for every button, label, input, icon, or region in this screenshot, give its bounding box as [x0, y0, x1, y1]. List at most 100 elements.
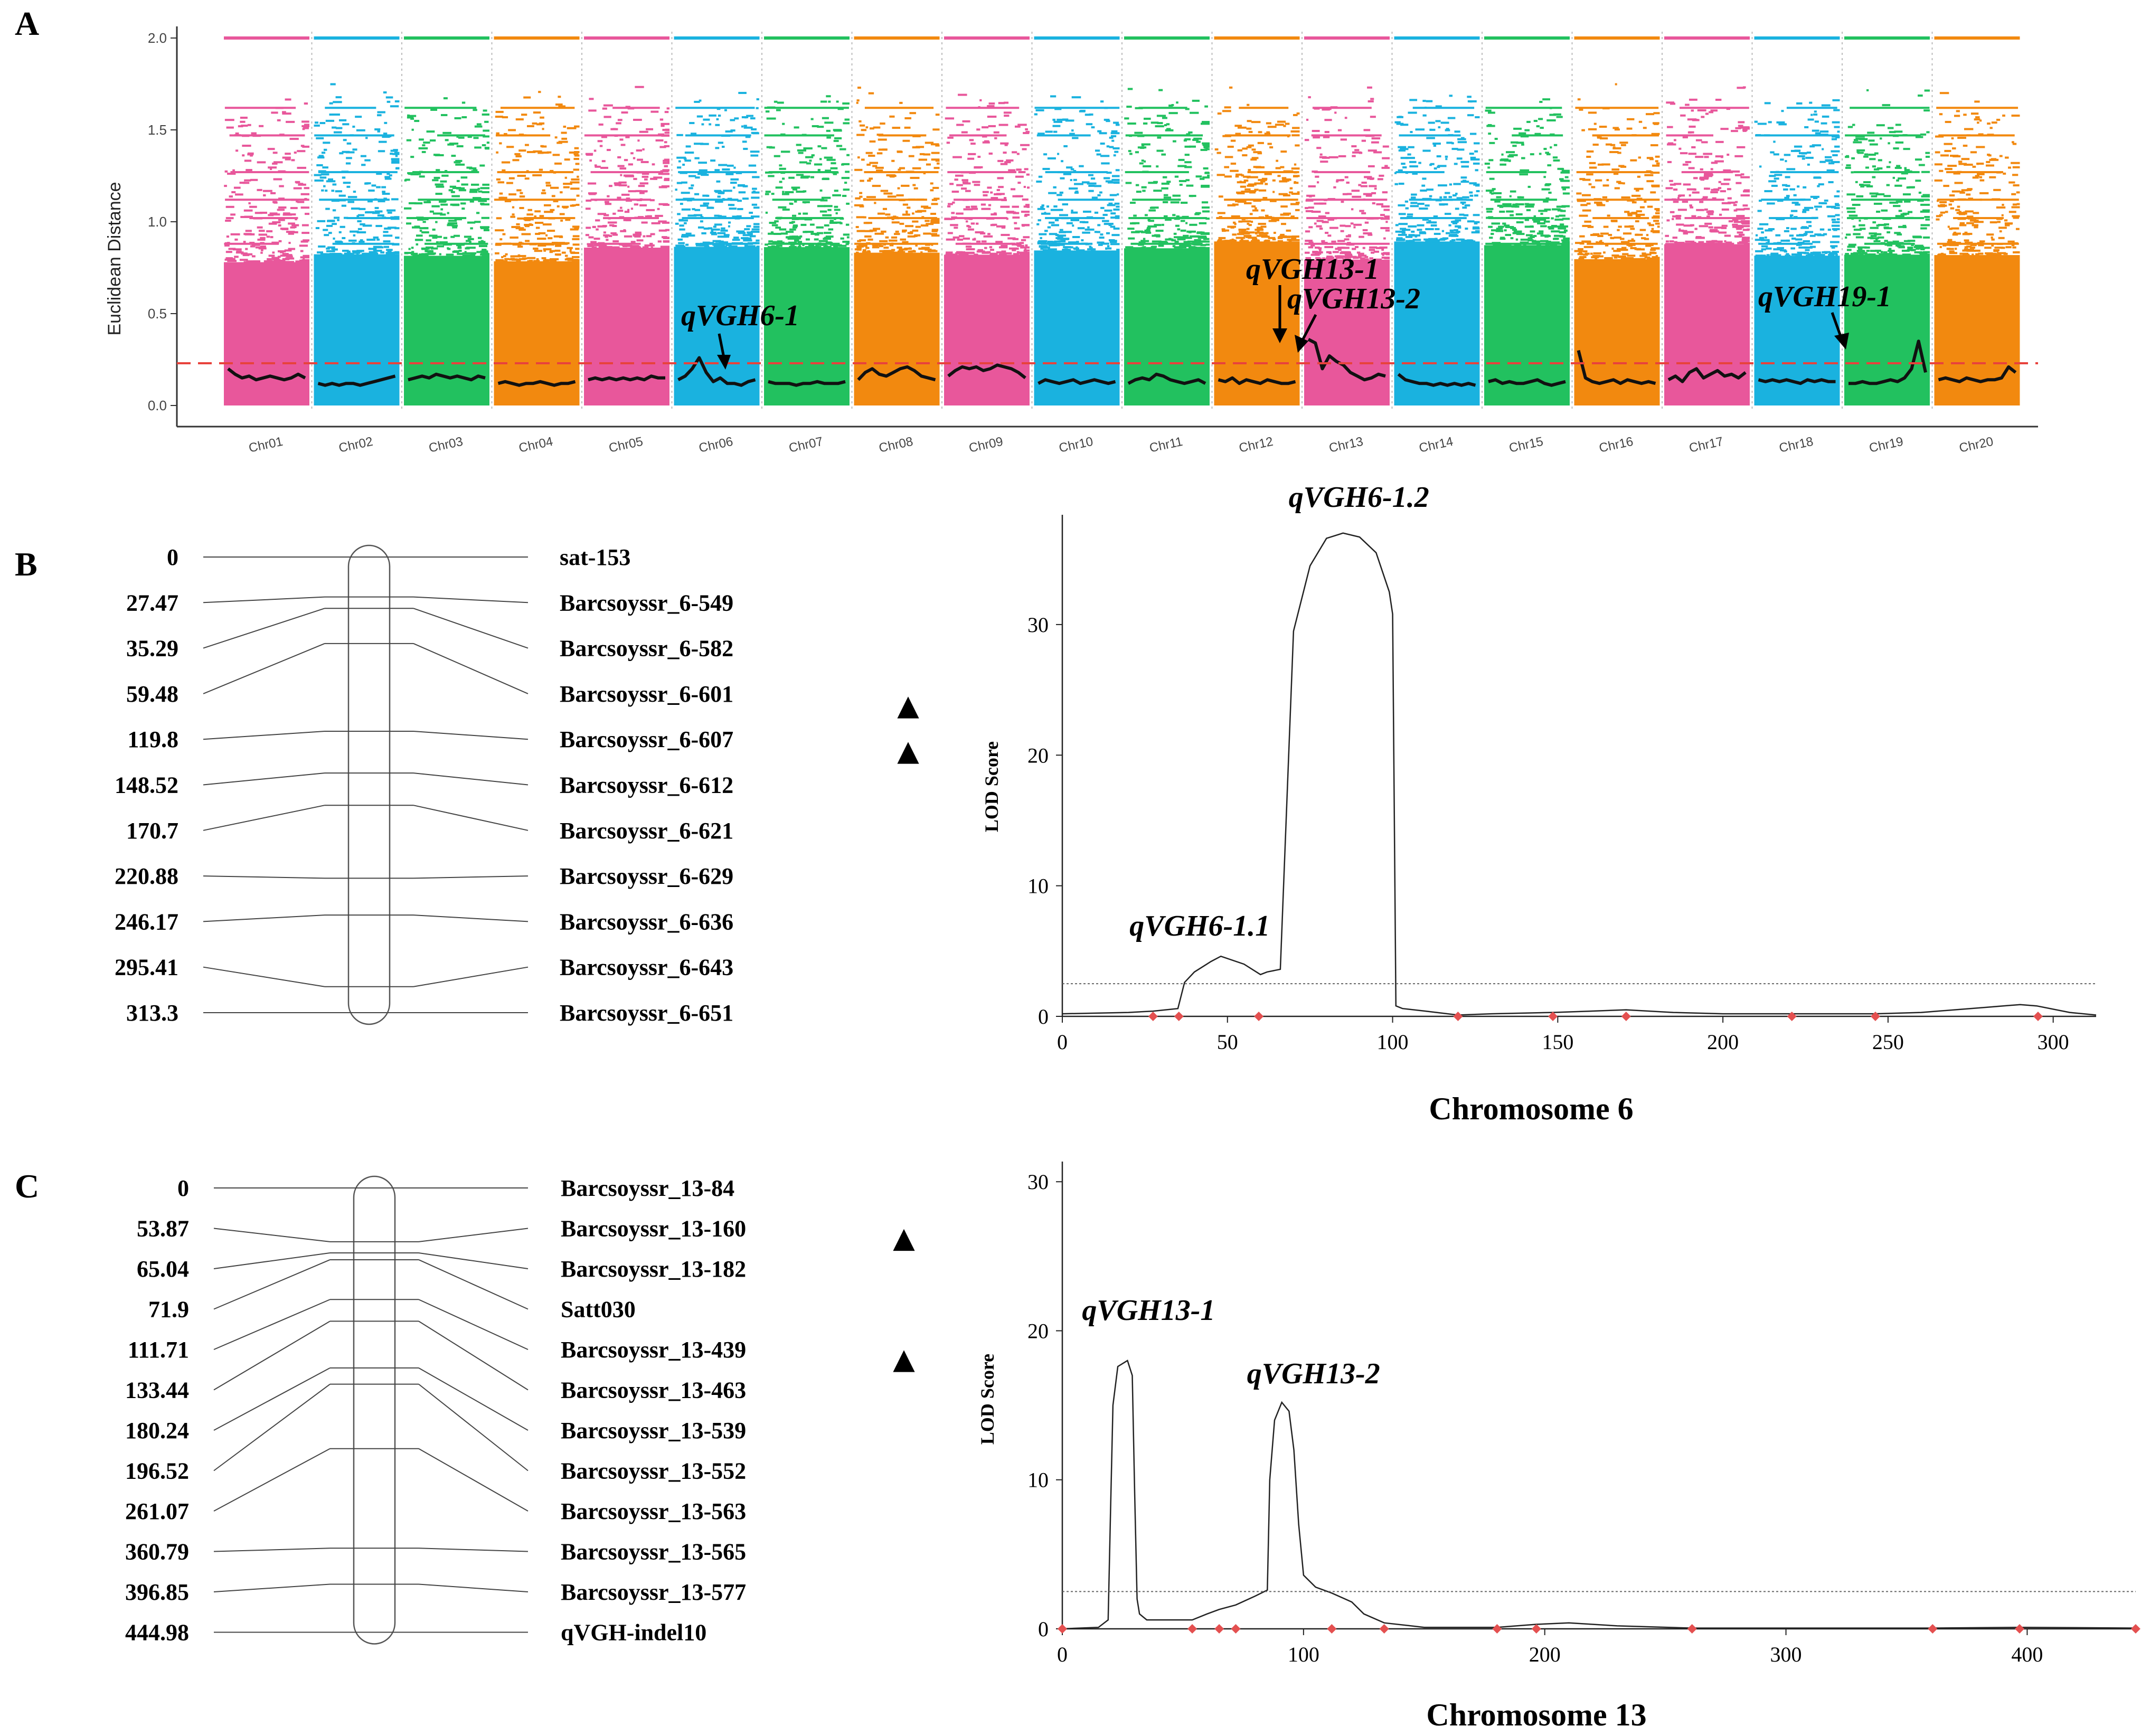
point — [1068, 241, 1077, 244]
point — [235, 193, 243, 196]
lod-chr13-markers — [1058, 1624, 2140, 1634]
chromosome-label: Chr07 — [788, 435, 825, 456]
point — [318, 155, 324, 157]
point — [1608, 234, 1612, 237]
map-position: 295.41 — [115, 955, 178, 980]
point — [765, 191, 771, 193]
point — [1411, 230, 1415, 233]
point — [1634, 187, 1644, 190]
point — [1538, 210, 1548, 212]
point — [664, 178, 669, 181]
point — [1475, 169, 1478, 172]
chromosome-strip-chr02 — [311, 32, 400, 412]
point — [1548, 226, 1554, 229]
point — [908, 250, 913, 253]
point — [1176, 215, 1180, 218]
point — [651, 222, 661, 224]
point — [709, 123, 712, 126]
point — [1728, 201, 1736, 204]
point — [1887, 231, 1891, 234]
point — [1239, 181, 1242, 183]
point — [482, 249, 486, 251]
point — [1770, 252, 1779, 255]
point-band — [864, 171, 939, 174]
point — [585, 207, 591, 210]
point — [1771, 184, 1778, 187]
point — [1489, 237, 1493, 239]
point — [1445, 155, 1448, 158]
point — [1574, 250, 1580, 252]
point — [288, 254, 293, 257]
point — [542, 128, 544, 130]
point — [752, 176, 760, 178]
point — [556, 253, 561, 256]
point — [540, 152, 549, 154]
point — [1433, 144, 1437, 147]
point — [1466, 199, 1473, 201]
point — [1369, 185, 1377, 187]
point — [246, 169, 252, 172]
point — [426, 246, 433, 249]
point — [1492, 188, 1496, 191]
chromosome-label: Chr15 — [1508, 435, 1545, 456]
x-tick-label: 100 — [1377, 1030, 1409, 1054]
point — [466, 166, 473, 169]
point — [1475, 184, 1480, 187]
point — [1824, 251, 1831, 253]
point — [695, 244, 703, 247]
point — [1114, 202, 1120, 205]
point — [996, 251, 1006, 253]
point — [1231, 215, 1240, 218]
point — [1394, 121, 1401, 124]
point — [1670, 183, 1676, 186]
point — [619, 167, 627, 170]
point — [1872, 176, 1876, 178]
fitted-line-chr08 — [857, 365, 936, 382]
y-tick-label: 10 — [1027, 874, 1049, 898]
point — [1015, 125, 1021, 128]
point — [1341, 201, 1344, 203]
point — [1638, 156, 1642, 159]
point — [554, 249, 561, 252]
point — [470, 183, 479, 186]
point — [1949, 252, 1958, 254]
point — [1835, 204, 1840, 206]
point — [387, 227, 397, 229]
point — [1922, 209, 1930, 212]
point — [419, 253, 422, 256]
point — [411, 247, 414, 249]
point — [1111, 234, 1120, 237]
point — [1352, 195, 1362, 198]
point — [1429, 240, 1433, 242]
point — [1241, 229, 1246, 232]
point — [1257, 240, 1260, 242]
point — [1190, 195, 1193, 197]
point — [1786, 168, 1796, 171]
point — [1053, 130, 1058, 133]
point — [1557, 209, 1563, 212]
point — [1185, 222, 1188, 224]
point — [1742, 127, 1750, 130]
point — [539, 215, 544, 218]
point — [819, 158, 822, 161]
point — [791, 235, 799, 238]
point — [499, 238, 503, 241]
point — [1527, 237, 1533, 240]
point — [413, 253, 417, 256]
point — [1184, 161, 1192, 164]
point — [1783, 188, 1788, 191]
map-marker-name: Barcsoyssr_6-601 — [560, 681, 733, 707]
point — [1202, 247, 1206, 249]
point — [1966, 215, 1974, 218]
point — [342, 150, 350, 153]
point — [1757, 122, 1767, 125]
point — [696, 115, 703, 118]
point — [896, 194, 904, 197]
point — [1315, 252, 1322, 255]
point — [1740, 126, 1749, 129]
point — [1184, 138, 1191, 140]
point — [983, 235, 993, 238]
point — [586, 227, 591, 229]
point — [1719, 213, 1722, 216]
point — [681, 181, 687, 184]
